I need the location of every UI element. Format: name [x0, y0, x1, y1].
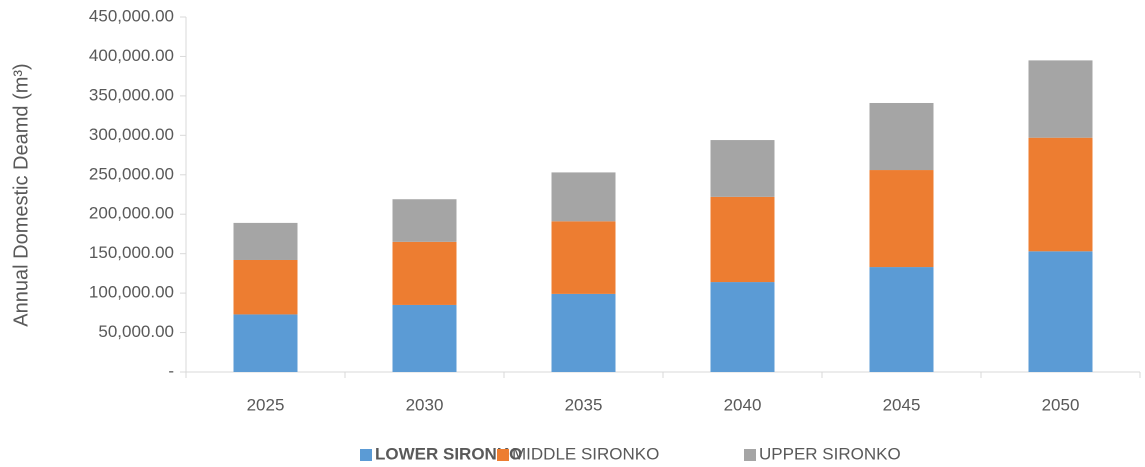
- bar-segment: [1028, 60, 1093, 138]
- legend-swatch: [360, 449, 372, 461]
- bar-segment: [710, 282, 775, 372]
- legend-label: MIDDLE SIRONKO: [512, 444, 659, 463]
- bar-segment: [869, 170, 934, 268]
- legend-label: UPPER SIRONKO: [759, 444, 901, 463]
- y-tick-label: 450,000.00: [89, 6, 174, 25]
- x-tick-label: 2040: [724, 395, 762, 414]
- legend-label: LOWER SIRONKO: [375, 444, 522, 463]
- y-tick-label: 250,000.00: [89, 164, 174, 183]
- bar-segment: [233, 259, 298, 315]
- y-tick-label: 300,000.00: [89, 125, 174, 144]
- bar-segment: [392, 241, 457, 305]
- x-tick-label: 2025: [247, 395, 285, 414]
- x-tick-label: 2050: [1042, 395, 1080, 414]
- y-tick-label: 400,000.00: [89, 46, 174, 65]
- legend-swatch: [744, 449, 756, 461]
- bar-segment: [551, 293, 616, 372]
- y-tick-label: 150,000.00: [89, 243, 174, 262]
- bar-segment: [233, 222, 298, 260]
- y-tick-label: 200,000.00: [89, 204, 174, 223]
- y-tick-label: 350,000.00: [89, 85, 174, 104]
- bar-segment: [1028, 251, 1093, 372]
- bar-segment: [233, 314, 298, 372]
- bar-segment: [392, 199, 457, 242]
- y-tick-label: -: [168, 361, 174, 380]
- y-tick-label: 50,000.00: [98, 322, 174, 341]
- y-tick-label: 100,000.00: [89, 283, 174, 302]
- bar-segment: [551, 172, 616, 222]
- bar-segment: [392, 304, 457, 372]
- x-tick-label: 2045: [883, 395, 921, 414]
- x-tick-label: 2030: [406, 395, 444, 414]
- y-axis-title: Annual Domestic Deamd (m³): [10, 63, 32, 326]
- bar-segment: [869, 267, 934, 372]
- legend-swatch: [497, 449, 509, 461]
- x-tick-label: 2035: [565, 395, 603, 414]
- bar-segment: [551, 221, 616, 294]
- bar-segment: [710, 140, 775, 197]
- bar-segment: [710, 196, 775, 283]
- bar-segment: [1028, 137, 1093, 252]
- bar-segment: [869, 102, 934, 171]
